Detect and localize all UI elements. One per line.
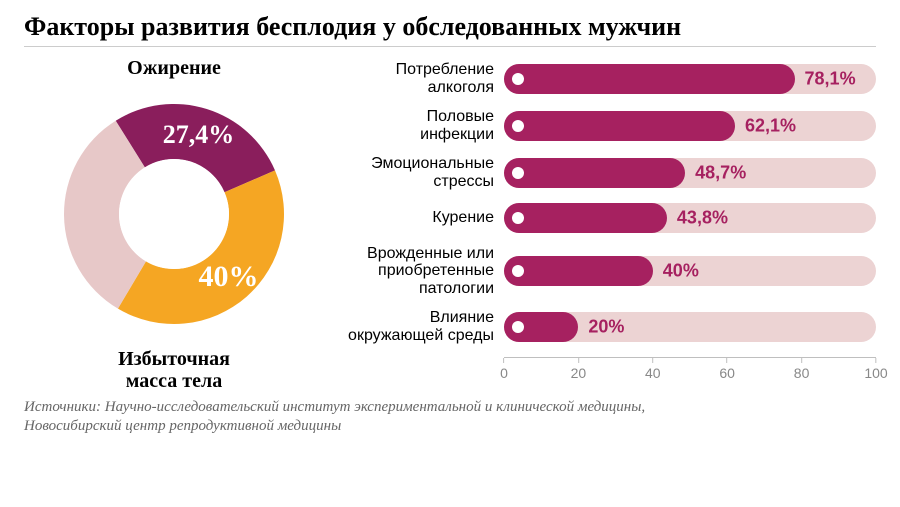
bar-label: Врожденные илиприобретенныепатологии bbox=[344, 245, 504, 298]
bar-track: 40% bbox=[504, 256, 876, 286]
source-line-2: Новосибирский центр репродуктивной медиц… bbox=[24, 418, 341, 434]
bar-track: 48,7% bbox=[504, 158, 876, 188]
bar-value: 78,1% bbox=[805, 68, 856, 89]
bar-row: Влияниеокружающей среды 20% bbox=[344, 309, 876, 344]
donut-svg: 27,4% 40% bbox=[44, 84, 304, 344]
bar-row: Врожденные илиприобретенныепатологии 40% bbox=[344, 245, 876, 298]
bar-value: 43,8% bbox=[677, 207, 728, 228]
bar-row: Потреблениеалкоголя 78,1% bbox=[344, 61, 876, 96]
axis-tick: 100 bbox=[864, 358, 887, 381]
charts-row: Ожирение 27,4%40% Избыточная масса тела … bbox=[24, 53, 876, 392]
bar-row: Курение 43,8% bbox=[344, 203, 876, 233]
bar-track: 78,1% bbox=[504, 64, 876, 94]
x-axis: 020406080100 bbox=[344, 357, 876, 381]
axis-tick: 0 bbox=[500, 358, 508, 381]
bar-value: 48,7% bbox=[695, 162, 746, 183]
bar-dot-icon bbox=[512, 73, 524, 85]
bar-fill bbox=[504, 203, 667, 233]
bar-fill bbox=[504, 111, 735, 141]
bar-dot-icon bbox=[512, 120, 524, 132]
bar-label: Влияниеокружающей среды bbox=[344, 309, 504, 344]
bar-dot-icon bbox=[512, 321, 524, 333]
bar-dot-icon bbox=[512, 167, 524, 179]
bar-track: 43,8% bbox=[504, 203, 876, 233]
donut-label-bottom: Избыточная масса тела bbox=[24, 348, 324, 392]
bar-chart: Потреблениеалкоголя 78,1% Половыеинфекции 6… bbox=[344, 53, 876, 381]
source-text: Источники: Научно-исследовательский инст… bbox=[24, 398, 876, 436]
bar-row: Эмоциональныестрессы 48,7% bbox=[344, 155, 876, 190]
bar-row: Половыеинфекции 62,1% bbox=[344, 108, 876, 143]
bar-track: 20% bbox=[504, 312, 876, 342]
donut-hole bbox=[119, 159, 229, 269]
donut-label-top: Ожирение bbox=[24, 57, 324, 80]
donut-label-bottom-1: Избыточная bbox=[118, 348, 230, 370]
bar-fill bbox=[504, 64, 795, 94]
bar-dot-icon bbox=[512, 265, 524, 277]
bar-dot-icon bbox=[512, 212, 524, 224]
page-title: Факторы развития бесплодия у обследованн… bbox=[24, 12, 876, 42]
source-line-1: Источники: Научно-исследовательский инст… bbox=[24, 399, 645, 415]
donut-label-bottom-2: масса тела bbox=[126, 370, 222, 392]
bar-track: 62,1% bbox=[504, 111, 876, 141]
bar-fill bbox=[504, 158, 685, 188]
divider bbox=[24, 46, 876, 47]
donut-chart: Ожирение 27,4% 40% Избыточная масса тела bbox=[24, 53, 324, 392]
axis-tick: 40 bbox=[645, 358, 661, 381]
bar-value: 20% bbox=[588, 316, 624, 337]
axis-tick: 20 bbox=[571, 358, 587, 381]
bar-label: Потреблениеалкоголя bbox=[344, 61, 504, 96]
bar-value: 40% bbox=[663, 260, 699, 281]
donut-pct-overweight: 40% bbox=[199, 260, 259, 293]
axis-tick: 60 bbox=[719, 358, 735, 381]
bar-value: 62,1% bbox=[745, 115, 796, 136]
axis-tick: 80 bbox=[794, 358, 810, 381]
bar-label: Курение bbox=[344, 209, 504, 227]
bar-label: Эмоциональныестрессы bbox=[344, 155, 504, 190]
donut-pct-obesity: 27,4% bbox=[163, 120, 235, 149]
bar-fill bbox=[504, 256, 653, 286]
bar-fill bbox=[504, 312, 578, 342]
bar-label: Половыеинфекции bbox=[344, 108, 504, 143]
